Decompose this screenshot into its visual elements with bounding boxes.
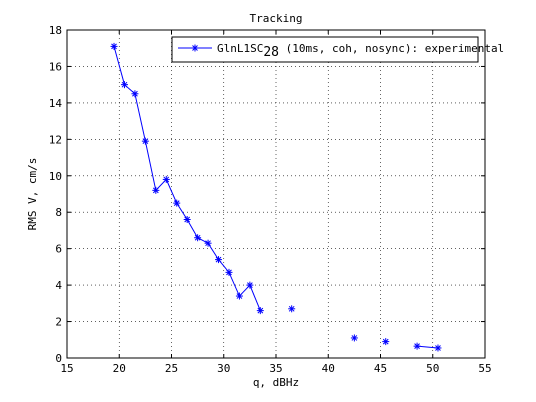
x-tick-label: 35 <box>269 362 282 375</box>
y-tick-label: 8 <box>55 206 62 219</box>
legend-entry: GlnL1SC28 (10ms, coh, nosync): experimen… <box>217 42 504 60</box>
x-tick-label: 25 <box>165 362 178 375</box>
legend-label-main: GlnL1SC <box>217 42 263 55</box>
data-point <box>288 305 296 313</box>
x-tick-label: 30 <box>217 362 230 375</box>
data-series <box>110 42 442 352</box>
tick-layer: 15 20 25 30 35 40 45 50 55 0 2 4 6 8 10 12 14 16 18 <box>49 24 492 375</box>
legend-label-rest: (10ms, coh, nosync): experimental <box>279 42 504 55</box>
data-point <box>215 256 223 264</box>
x-axis-label: q, dBHz <box>253 376 299 389</box>
legend: GlnL1SC28 (10ms, coh, nosync): experimen… <box>171 36 504 63</box>
data-point <box>183 216 191 224</box>
legend-label-subscript: 28 <box>263 45 279 60</box>
y-tick-label: 14 <box>49 97 63 110</box>
x-tick-label: 45 <box>374 362 387 375</box>
data-point <box>204 239 212 247</box>
y-tick-label: 2 <box>55 316 62 329</box>
data-point <box>382 338 390 346</box>
x-tick-label: 15 <box>60 362 73 375</box>
data-point <box>131 90 139 98</box>
y-tick-label: 18 <box>49 24 62 37</box>
x-tick-label: 40 <box>322 362 335 375</box>
data-point <box>120 81 128 89</box>
data-point <box>256 307 264 315</box>
grid-layer <box>67 30 485 358</box>
data-point <box>152 186 160 194</box>
data-point <box>225 268 233 276</box>
y-tick-label: 4 <box>55 279 62 292</box>
data-point <box>434 344 442 352</box>
y-axis-label: RMS V, cm/s <box>26 158 39 231</box>
y-tick-label: 12 <box>49 133 62 146</box>
y-tick-label: 6 <box>55 243 62 256</box>
x-tick-label: 55 <box>478 362 491 375</box>
data-point <box>235 292 243 300</box>
data-point <box>173 199 181 207</box>
series-layer <box>110 42 442 352</box>
legend-box <box>171 36 479 63</box>
data-point <box>350 334 358 342</box>
chart-title: Tracking <box>250 12 303 25</box>
data-point <box>141 137 149 145</box>
x-tick-label: 50 <box>426 362 439 375</box>
y-tick-label: 0 <box>55 352 62 365</box>
data-point <box>110 42 118 50</box>
data-point <box>162 175 170 183</box>
data-point <box>246 281 254 289</box>
data-point <box>413 342 421 350</box>
x-tick-label: 20 <box>113 362 126 375</box>
y-tick-label: 10 <box>49 170 62 183</box>
y-tick-label: 16 <box>49 60 62 73</box>
legend-marker-swatch <box>191 44 199 52</box>
data-point <box>194 234 202 242</box>
